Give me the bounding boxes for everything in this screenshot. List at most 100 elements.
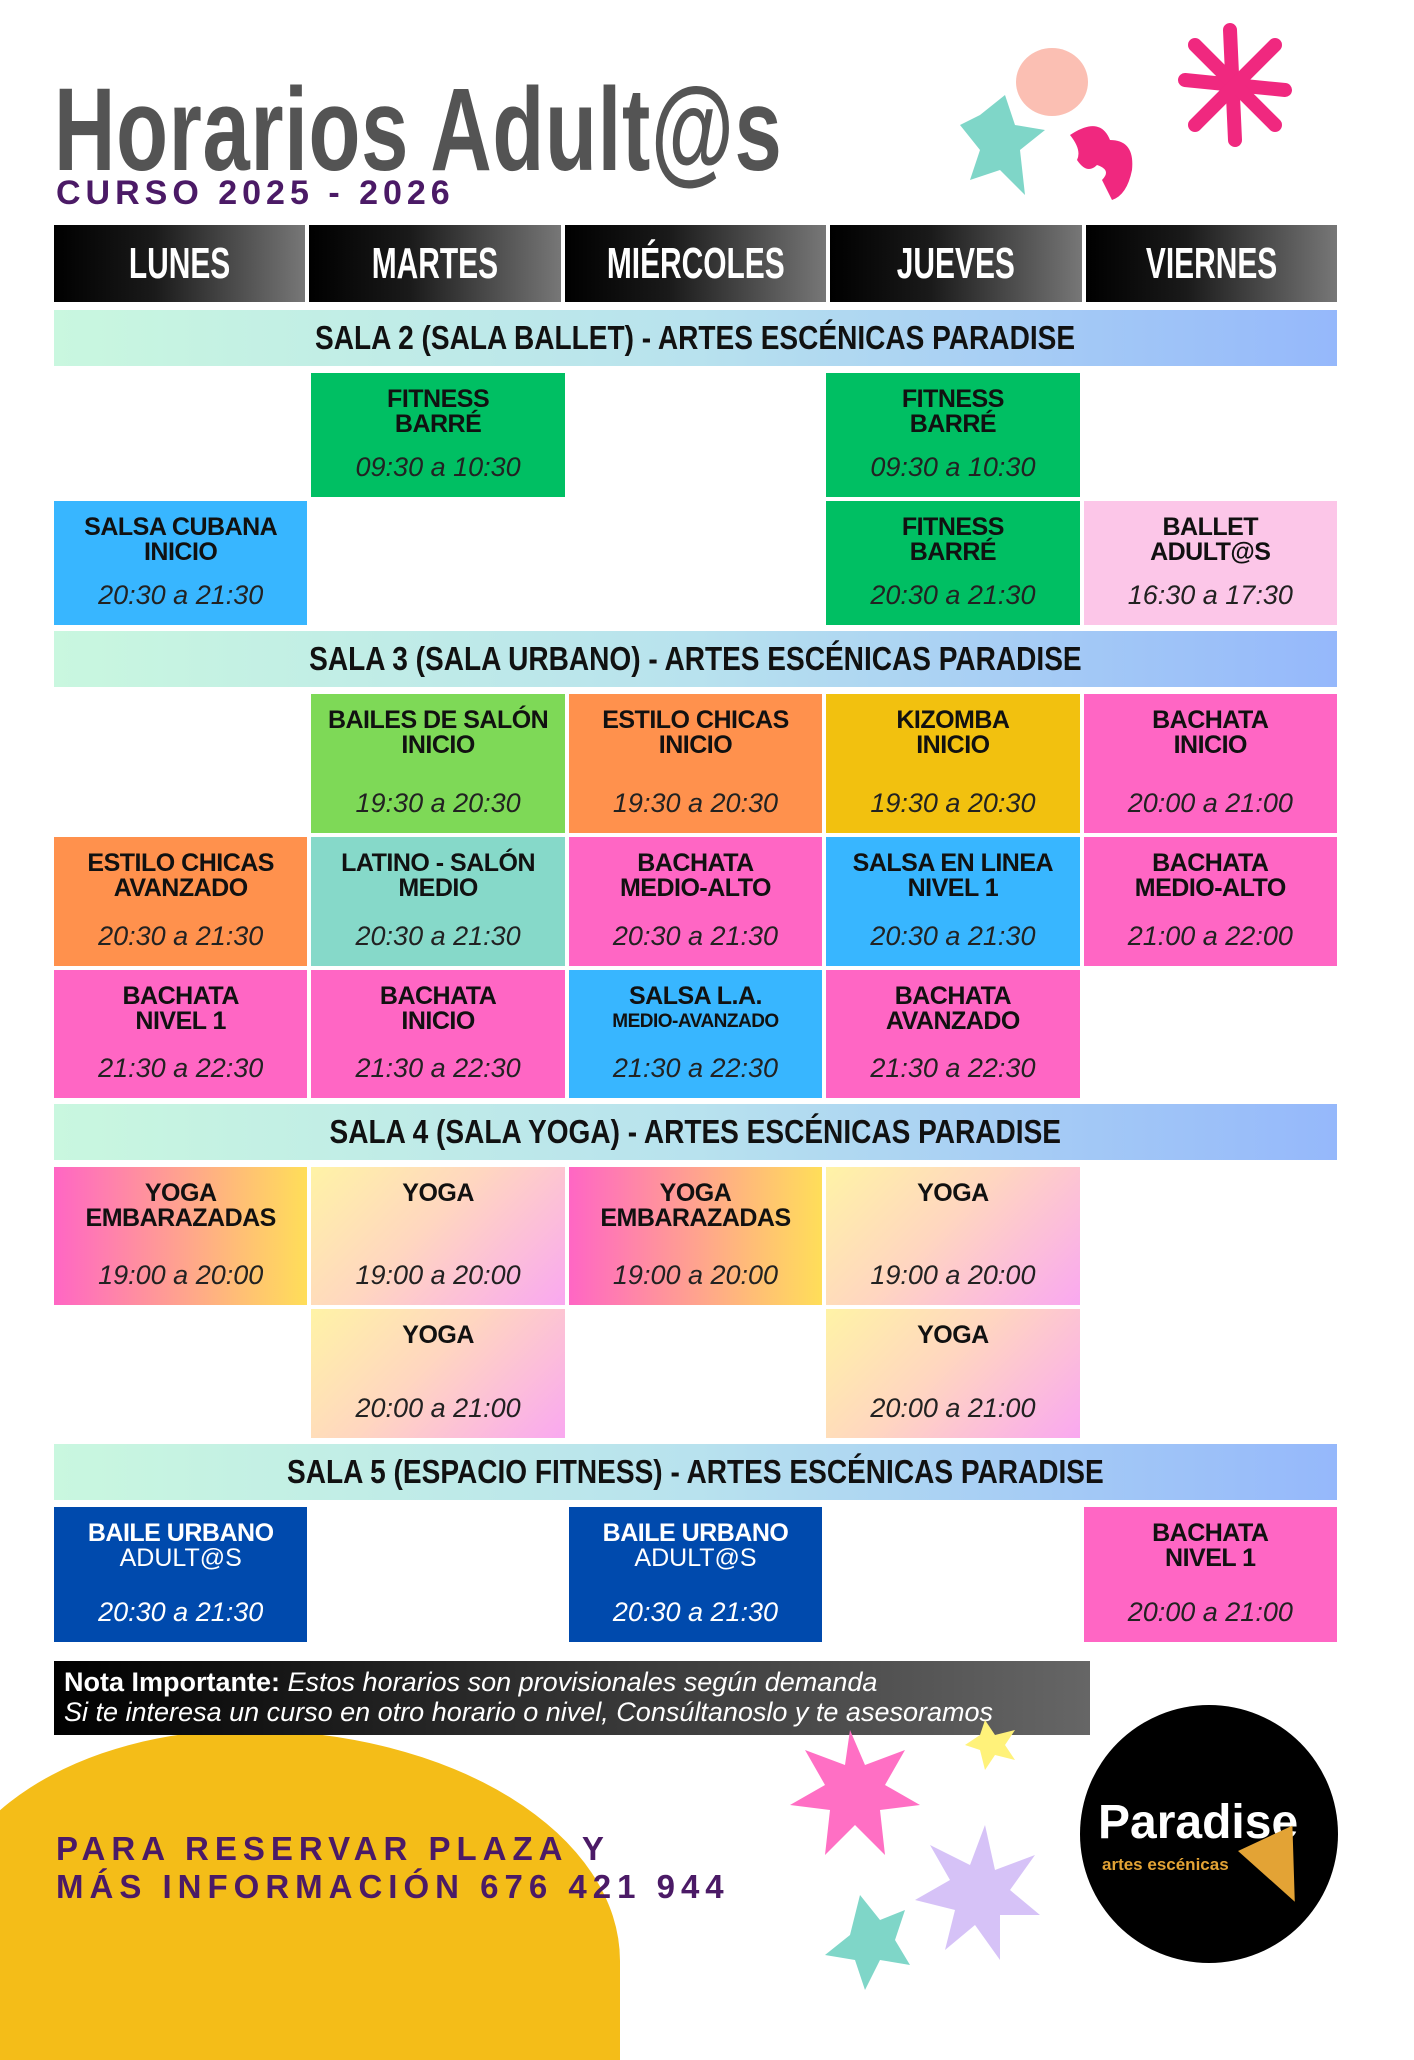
class-card: BALLET ADULT@S 16:30 a 17:30 bbox=[1083, 501, 1337, 625]
class-card: BACHATA INICIO 20:00 a 21:00 bbox=[1083, 694, 1337, 833]
schedule-row: FITNESS BARRÉ 09:30 a 10:30 FITNESS BARRÉ 09:… bbox=[54, 373, 1337, 497]
schedule-row: BAILES DE SALÓN INICIO 19:30 a 20:30 ESTILO… bbox=[54, 694, 1337, 833]
room-section: SALA 4 (SALA YOGA) - ARTES ESCÉNICAS PAR… bbox=[54, 1104, 1337, 1438]
class-name: SALSA L.A. bbox=[629, 982, 762, 1010]
star-icon bbox=[960, 95, 1045, 195]
class-card: LATINO - SALÓN MEDIO 20:30 a 21:30 bbox=[311, 837, 565, 966]
class-name: BACHATA bbox=[894, 982, 1012, 1010]
schedule-row: SALSA CUBANA INICIO 20:30 a 21:30 FITNESS BA… bbox=[54, 501, 1337, 625]
page-subtitle: CURSO 2025 - 2026 bbox=[56, 174, 455, 212]
class-card: YOGA 19:00 a 20:00 bbox=[826, 1167, 1080, 1305]
class-level: INICIO bbox=[916, 731, 990, 759]
class-card: BACHATA AVANZADO 21:30 a 22:30 bbox=[826, 970, 1080, 1098]
room-section: SALA 3 (SALA URBANO) - ARTES ESCÉNICAS P… bbox=[54, 631, 1337, 1098]
class-level: BARRÉ bbox=[909, 538, 997, 566]
empty-slot bbox=[311, 501, 564, 625]
class-name: LATINO - SALÓN bbox=[341, 849, 536, 877]
class-time: 19:00 a 20:00 bbox=[870, 1260, 1036, 1290]
class-card: SALSA L.A. MEDIO-AVANZADO 21:30 a 22:30 bbox=[568, 970, 823, 1098]
class-name: FITNESS bbox=[901, 513, 1005, 541]
schedule-row: ESTILO CHICAS AVANZADO 20:30 a 21:30 LATINO… bbox=[54, 837, 1337, 966]
class-level: INICIO bbox=[143, 538, 218, 566]
class-time: 20:00 a 21:00 bbox=[1127, 1597, 1293, 1627]
class-time: 20:00 a 21:00 bbox=[1127, 788, 1293, 818]
class-level: EMBARAZADAS bbox=[600, 1204, 791, 1232]
class-level: INICIO bbox=[401, 731, 475, 759]
class-name: YOGA bbox=[144, 1179, 217, 1207]
class-level: NIVEL 1 bbox=[135, 1007, 226, 1035]
class-card: BACHATA NIVEL 1 20:00 a 21:00 bbox=[1083, 1507, 1337, 1642]
class-time: 20:30 a 21:30 bbox=[98, 921, 264, 951]
class-card: YOGA 20:00 a 21:00 bbox=[311, 1309, 565, 1438]
class-name: FITNESS bbox=[901, 385, 1005, 413]
note-label: Nota Importante: bbox=[64, 1667, 280, 1697]
class-time: 21:30 a 22:30 bbox=[612, 1053, 779, 1083]
class-level: MEDIO bbox=[398, 874, 478, 902]
room-header: SALA 2 (SALA BALLET) - ARTES ESCÉNICAS P… bbox=[54, 310, 1337, 366]
class-time: 19:00 a 20:00 bbox=[98, 1260, 264, 1290]
decorative-flowers bbox=[790, 1720, 1040, 1990]
room-section: SALA 5 (ESPACIO FITNESS) - ARTES ESCÉNIC… bbox=[54, 1444, 1337, 1642]
class-card: YOGA EMBARAZADAS 19:00 a 20:00 bbox=[568, 1167, 823, 1305]
class-name: BACHATA bbox=[1152, 1519, 1269, 1547]
empty-slot bbox=[1084, 373, 1337, 497]
blob-icon bbox=[1016, 48, 1088, 116]
class-card: BAILE URBANO ADULT@S 20:30 a 21:30 bbox=[568, 1507, 823, 1642]
class-card: BACHATA NIVEL 1 21:30 a 22:30 bbox=[54, 970, 308, 1098]
class-level: INICIO bbox=[401, 1007, 475, 1035]
class-time: 20:00 a 21:00 bbox=[355, 1393, 521, 1423]
class-time: 09:30 a 10:30 bbox=[355, 452, 521, 482]
booking-line1: PARA RESERVAR PLAZA Y bbox=[56, 1830, 610, 1867]
booking-phone[interactable]: MÁS INFORMACIÓN 676 421 944 bbox=[56, 1868, 730, 1905]
class-time: 20:30 a 21:30 bbox=[98, 580, 264, 610]
class-name: ESTILO CHICAS bbox=[602, 706, 789, 734]
asterisk-icon bbox=[1178, 23, 1292, 147]
room-header: SALA 4 (SALA YOGA) - ARTES ESCÉNICAS PAR… bbox=[54, 1104, 1337, 1160]
class-name: BACHATA bbox=[1152, 706, 1269, 734]
class-name: YOGA bbox=[659, 1179, 732, 1207]
class-name: BACHATA bbox=[122, 982, 240, 1010]
empty-slot bbox=[54, 694, 307, 833]
class-level: MEDIO-AVANZADO bbox=[612, 1011, 779, 1032]
class-time: 19:30 a 20:30 bbox=[355, 788, 521, 818]
class-level: INICIO bbox=[658, 731, 733, 759]
class-card: FITNESS BARRÉ 20:30 a 21:30 bbox=[826, 501, 1080, 625]
empty-slot bbox=[1084, 1309, 1337, 1438]
day-label: LUNES bbox=[128, 238, 231, 288]
class-time: 16:30 a 17:30 bbox=[1127, 580, 1293, 610]
flower-icon bbox=[790, 1730, 920, 1855]
class-card: YOGA EMBARAZADAS 19:00 a 20:00 bbox=[54, 1167, 308, 1305]
class-level: INICIO bbox=[1173, 731, 1248, 759]
schedule-row: YOGA 20:00 a 21:00 YOGA 20:00 a 21:00 bbox=[54, 1309, 1337, 1438]
class-card: FITNESS BARRÉ 09:30 a 10:30 bbox=[826, 373, 1080, 497]
day-label: MARTES bbox=[371, 238, 499, 288]
class-card: SALSA EN LINEA NIVEL 1 20:30 a 21:30 bbox=[826, 837, 1080, 966]
flower-icon bbox=[915, 1825, 1040, 1960]
schedule-row: BACHATA NIVEL 1 21:30 a 22:30 BACHATA INICIO… bbox=[54, 970, 1337, 1098]
class-level: NIVEL 1 bbox=[907, 874, 999, 902]
class-name: YOGA bbox=[402, 1179, 474, 1207]
class-level: AVANZADO bbox=[113, 874, 248, 902]
class-card: BACHATA INICIO 21:30 a 22:30 bbox=[311, 970, 565, 1098]
class-level: ADULT@S bbox=[119, 1544, 242, 1572]
day-header: JUEVES bbox=[830, 225, 1082, 302]
star-icon bbox=[965, 1720, 1015, 1770]
class-card: YOGA 20:00 a 21:00 bbox=[826, 1309, 1080, 1438]
room-header: SALA 5 (ESPACIO FITNESS) - ARTES ESCÉNIC… bbox=[54, 1444, 1337, 1500]
class-level: MEDIO-ALTO bbox=[1134, 874, 1287, 902]
class-name: YOGA bbox=[402, 1321, 474, 1349]
class-time: 19:00 a 20:00 bbox=[612, 1260, 779, 1290]
class-time: 20:30 a 21:30 bbox=[870, 580, 1036, 610]
class-name: FITNESS bbox=[387, 385, 490, 413]
class-time: 21:00 a 22:00 bbox=[1127, 921, 1293, 951]
day-header: LUNES bbox=[54, 225, 306, 302]
class-card: FITNESS BARRÉ 09:30 a 10:30 bbox=[311, 373, 565, 497]
decorative-shapes bbox=[960, 23, 1292, 200]
class-name: BALLET bbox=[1162, 513, 1259, 541]
schedule-row: YOGA EMBARAZADAS 19:00 a 20:00 YOGA 19:00 a … bbox=[54, 1167, 1337, 1305]
class-name: BACHATA bbox=[379, 982, 497, 1010]
empty-slot bbox=[569, 373, 822, 497]
note-line2: Si te interesa un curso en otro horario … bbox=[64, 1697, 993, 1727]
paradise-logo: Paradise artes escénicas bbox=[1080, 1705, 1338, 1963]
booking-info: PARA RESERVAR PLAZA Y MÁS INFORMACIÓN 67… bbox=[56, 1830, 730, 1906]
